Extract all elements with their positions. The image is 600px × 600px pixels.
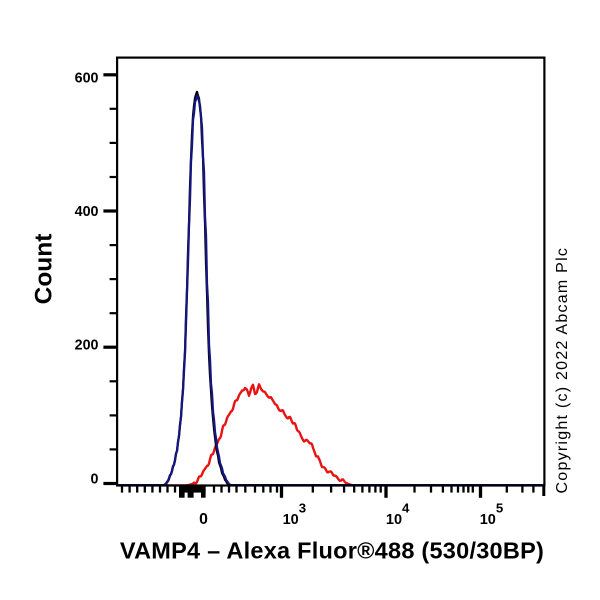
svg-text:400: 400: [75, 204, 99, 220]
svg-text:200: 200: [75, 338, 99, 354]
svg-text:600: 600: [75, 70, 99, 86]
svg-text:Count: Count: [30, 234, 57, 305]
svg-text:0: 0: [91, 472, 99, 488]
svg-text:0: 0: [199, 511, 208, 528]
svg-text:VAMP4 – Alexa Fluor®488 (530/3: VAMP4 – Alexa Fluor®488 (530/30BP): [120, 538, 544, 564]
svg-text:Copyright (c) 2022 Abcam Plc: Copyright (c) 2022 Abcam Plc: [554, 247, 571, 494]
